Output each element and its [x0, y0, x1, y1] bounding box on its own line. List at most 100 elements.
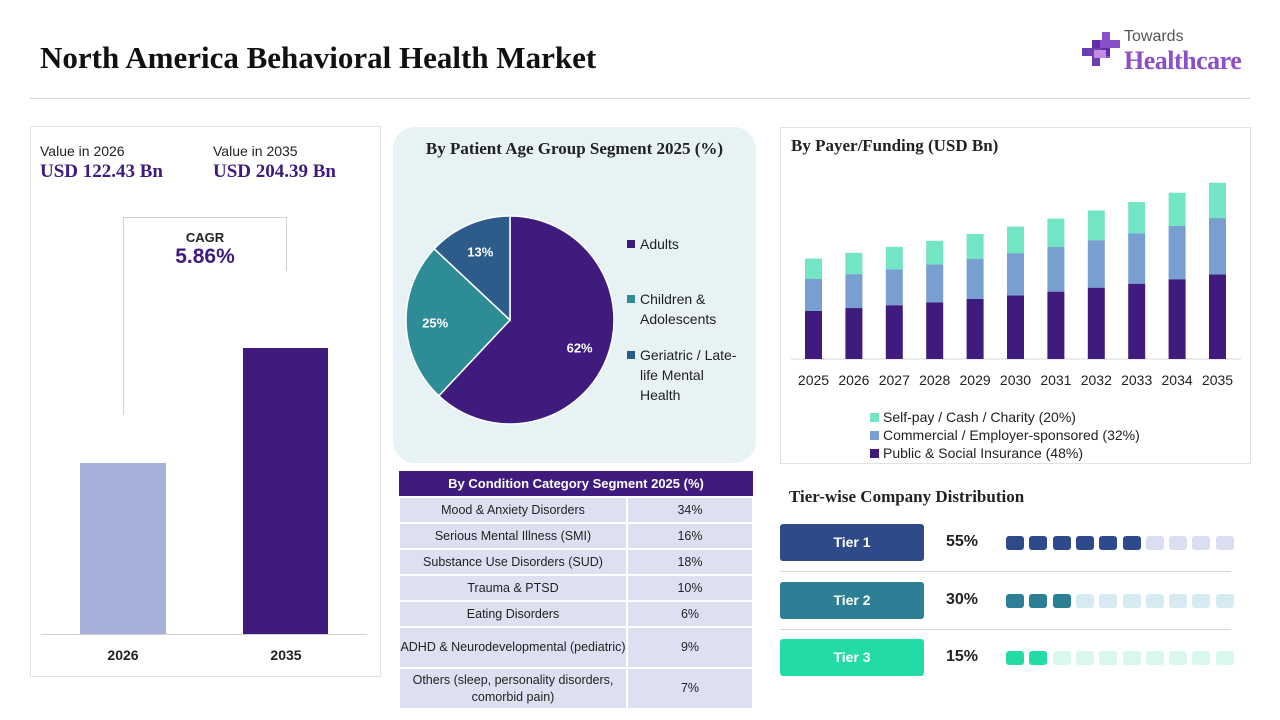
condition-name-cell: Others (sleep, personality disorders, co… — [398, 667, 628, 710]
tier-segment-empty — [1215, 536, 1234, 550]
pie-data-label: 25% — [422, 315, 448, 330]
x-tick-label: 2030 — [1000, 372, 1031, 388]
bar-self-pay — [885, 246, 903, 270]
table-row: Mood & Anxiety Disorders 34% — [398, 496, 754, 524]
bar-commercial — [1007, 253, 1024, 296]
x-tick-label: 2028 — [919, 372, 950, 388]
bar-commercial — [1047, 246, 1065, 292]
bar-commercial — [1209, 218, 1226, 275]
page-title: North America Behavioral Health Market — [40, 40, 597, 75]
value-2026-label: Value in 2026 — [40, 143, 125, 159]
condition-value-cell: 6% — [626, 600, 754, 628]
condition-value-cell: 16% — [626, 522, 754, 550]
tier-segment-empty — [1169, 651, 1188, 665]
bar-self-pay — [805, 258, 822, 279]
x-tick-label: 2027 — [879, 372, 910, 388]
condition-name-cell: Trauma & PTSD — [398, 574, 628, 602]
tier-divider — [780, 571, 1231, 572]
tier-segment-empty — [1192, 536, 1211, 550]
tier-3-button[interactable]: Tier 3 — [780, 639, 924, 676]
pie-data-label: 62% — [567, 341, 593, 356]
brand-logo: Towards Healthcare — [1080, 26, 1260, 80]
x-tick-label: 2032 — [1081, 372, 1112, 388]
bar-self-pay — [966, 234, 984, 259]
tier-segment-filled — [1006, 651, 1024, 665]
payer-legend-item: Self-pay / Cash / Charity (20%) — [870, 409, 1076, 425]
bar-public-insurance — [845, 308, 863, 359]
tier-2-button[interactable]: Tier 2 — [780, 582, 924, 619]
bar-self-pay — [1087, 210, 1105, 241]
tier-percentage: 55% — [946, 533, 979, 550]
table-row: Trauma & PTSD 10% — [398, 574, 754, 602]
bar-self-pay — [845, 252, 863, 275]
bar-public-insurance — [1087, 287, 1105, 359]
tier-segment-filled — [1052, 594, 1071, 608]
tier-segment-empty — [1145, 594, 1164, 608]
payer-legend-label: Public & Social Insurance (48%) — [883, 445, 1083, 461]
tier-segment-filled — [1029, 651, 1048, 665]
header-divider — [30, 98, 1250, 99]
tier-segment-filled — [1099, 536, 1118, 550]
table-row: ADHD & Neurodevelopmental (pediatric) 9% — [398, 626, 754, 669]
pie-legend-item: Children & Adolescents — [627, 289, 716, 329]
bar-public-insurance — [885, 305, 903, 359]
tier-segment-empty — [1215, 651, 1234, 665]
pie-legend-label: Adolescents — [640, 311, 717, 327]
tier-segment-empty — [1192, 594, 1211, 608]
bar-commercial — [1087, 240, 1105, 288]
value-2026: USD 122.43 Bn — [40, 161, 163, 182]
bar-self-pay — [1007, 226, 1024, 254]
tier-segment-empty — [1122, 594, 1141, 608]
legend-swatch — [870, 413, 879, 422]
condition-name-cell: ADHD & Neurodevelopmental (pediatric) — [398, 626, 628, 669]
tier-segment-empty — [1052, 651, 1071, 665]
tier-segment-empty — [1099, 594, 1118, 608]
legend-swatch — [627, 295, 635, 303]
brand-top-text: Towards — [1124, 28, 1184, 45]
bar-public-insurance — [1168, 279, 1186, 359]
x-tick-label: 2035 — [1202, 372, 1233, 388]
bar-commercial — [805, 278, 822, 311]
pie-legend-item: Geriatric / Late-life Mental Health — [627, 345, 736, 405]
bar-baseline — [41, 634, 367, 635]
legend-swatch — [870, 449, 879, 458]
cagr-label: CAGR — [185, 230, 225, 245]
value-2035: USD 204.39 Bn — [213, 161, 336, 182]
tier-segment-filled — [1075, 536, 1094, 550]
table-row: Others (sleep, personality disorders, co… — [398, 667, 754, 710]
table-row: Serious Mental Illness (SMI) 16% — [398, 522, 754, 550]
x-tick-label: 2034 — [1162, 372, 1193, 388]
bar-commercial — [966, 258, 984, 299]
tier-segment-filled — [1029, 594, 1048, 608]
bar-public-insurance — [1007, 295, 1024, 359]
tier-1-button[interactable]: Tier 1 — [780, 524, 924, 561]
tier-segment-empty — [1075, 594, 1094, 608]
x-tick-label: 2033 — [1121, 372, 1152, 388]
condition-name-cell: Eating Disorders — [398, 600, 628, 628]
x-tick-label: 2035 — [270, 647, 302, 663]
pie-legend-label: life Mental — [640, 367, 704, 383]
tier-segment-empty — [1099, 651, 1118, 665]
payer-legend-label: Self-pay / Cash / Charity (20%) — [883, 409, 1076, 425]
condition-category-table: By Condition Category Segment 2025 (%) M… — [398, 471, 754, 710]
brand-main-text: Healthcare — [1124, 46, 1242, 75]
tier-segment-empty — [1075, 651, 1094, 665]
bar-public-insurance — [1209, 274, 1226, 359]
tier-segment-filled — [1052, 536, 1071, 550]
market-value-panel: Value in 2026 USD 122.43 Bn Value in 203… — [30, 126, 381, 677]
x-tick-label: 2026 — [107, 647, 139, 663]
tier-percentage: 15% — [946, 648, 979, 665]
tier-segment-empty — [1122, 651, 1141, 665]
payer-legend-label: Commercial / Employer-sponsored (32%) — [883, 427, 1140, 443]
legend-swatch — [627, 240, 635, 248]
bar-public-insurance — [1128, 283, 1146, 359]
value-2035-label: Value in 2035 — [213, 143, 298, 159]
bar-public-insurance — [1047, 291, 1065, 359]
condition-name-cell: Mood & Anxiety Disorders — [398, 496, 628, 524]
tier-section-title: Tier-wise Company Distribution — [789, 487, 1025, 506]
tier-segment-empty — [1145, 651, 1164, 665]
tier-segment-filled — [1006, 594, 1024, 608]
condition-value-cell: 18% — [626, 548, 754, 576]
legend-swatch — [627, 351, 635, 359]
condition-value-cell: 34% — [626, 496, 754, 524]
